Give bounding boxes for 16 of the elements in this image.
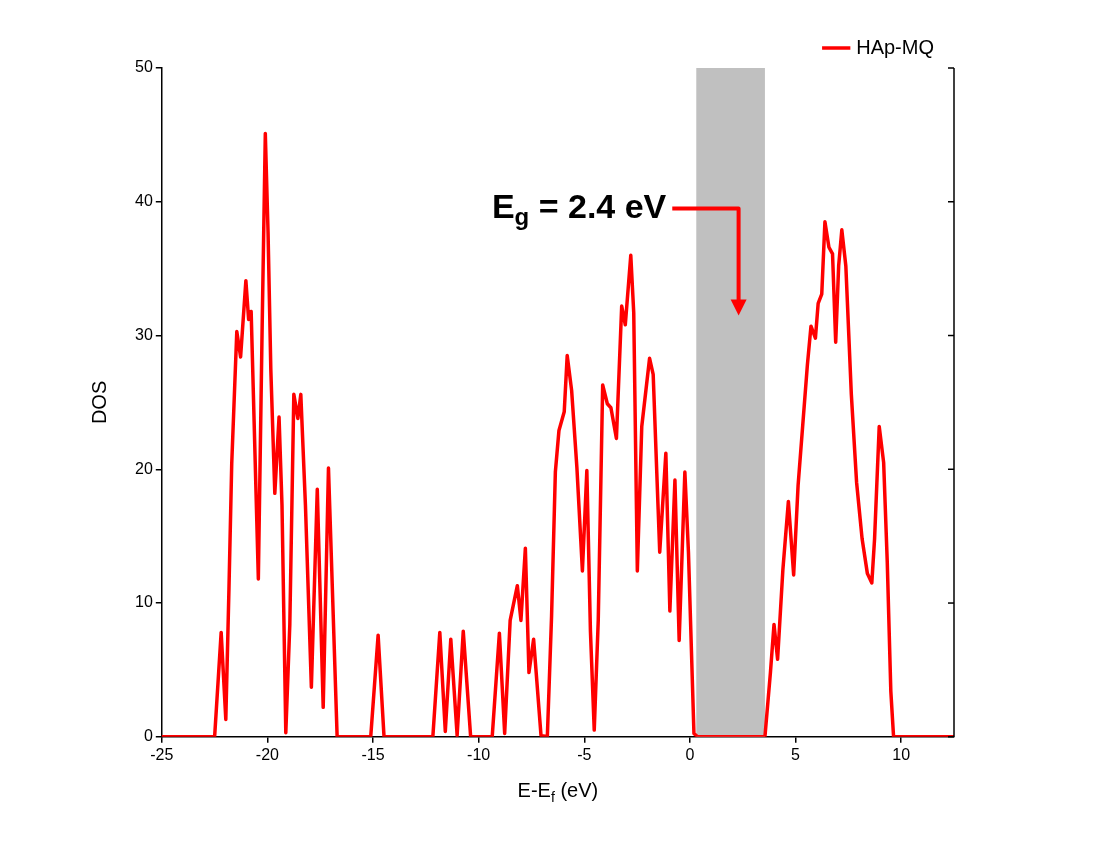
y-tick-label: 50: [135, 58, 153, 76]
legend-label: HAp-MQ: [856, 35, 935, 58]
y-tick-label: 30: [135, 325, 153, 343]
y-tick-label: 0: [143, 727, 153, 745]
y-axis-title: DOS: [87, 380, 110, 425]
x-tick-label: -5: [577, 745, 592, 763]
x-tick-label: 5: [791, 745, 801, 763]
y-tick-label: 20: [135, 459, 153, 477]
x-tick-label: -20: [255, 745, 280, 763]
x-tick-label: 10: [892, 745, 911, 763]
x-tick-label: -25: [150, 745, 174, 763]
y-tick-label: 10: [135, 593, 153, 611]
x-tick-label: 0: [685, 745, 695, 763]
y-tick-label: 40: [135, 192, 153, 210]
x-tick-label: -10: [467, 745, 491, 763]
x-tick-label: -15: [361, 745, 385, 763]
